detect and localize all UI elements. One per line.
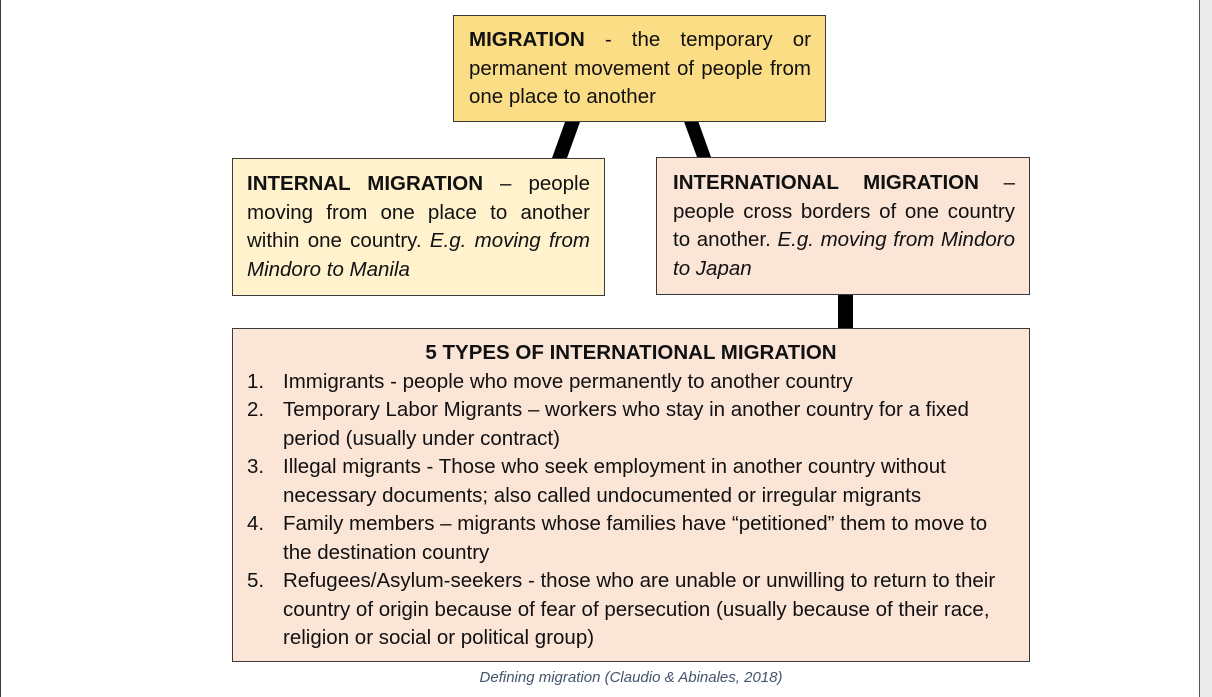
internal-migration-example: E.g. moving from Mindoro to Manila: [247, 229, 590, 281]
list-item-text: Temporary Labor Migrants – workers who s…: [283, 398, 969, 450]
migration-types-title: 5 TYPES OF INTERNATIONAL MIGRATION: [425, 341, 837, 364]
list-item-text: Family members – migrants whose families…: [283, 512, 988, 564]
list-item-number: 2.: [247, 398, 265, 421]
internal-migration-term: INTERNAL MIGRATION: [247, 172, 484, 195]
list-item-number: 4.: [247, 512, 265, 535]
migration-definition: - the temporary or permanent movement of…: [469, 28, 811, 108]
figure-caption: Defining migration (Claudio & Abinales, …: [479, 669, 783, 686]
international-migration-definition: – people cross borders of one country to…: [673, 171, 1015, 251]
migration-definition-box: MIGRATION - the temporary or permanent m…: [453, 15, 826, 122]
list-item: 1. Immigrants - people who move permanen…: [247, 368, 1015, 397]
connector-international-to-types: [838, 295, 853, 328]
internal-migration-definition: – people moving from one place to anothe…: [247, 172, 591, 252]
window-left-edge: [0, 0, 1, 697]
internal-migration-box: INTERNAL MIGRATION – people moving from …: [232, 158, 605, 296]
window-scrollbar[interactable]: [1199, 0, 1212, 697]
migration-term: MIGRATION: [469, 28, 585, 51]
list-item-number: 5.: [247, 569, 265, 592]
international-migration-term: INTERNATIONAL MIGRATION: [673, 171, 979, 194]
list-item-text: Immigrants - people who move permanently…: [283, 369, 853, 393]
connector-main-to-internal: [552, 122, 580, 158]
list-item: 2. Temporary Labor Migrants – workers wh…: [247, 396, 1015, 453]
list-item-number: 1.: [247, 369, 265, 393]
international-migration-example: E.g. moving from Mindoro to Japan: [673, 228, 1015, 280]
list-item: 3. Illegal migrants - Those who seek emp…: [247, 453, 1015, 510]
list-item: 4. Family members – migrants whose famil…: [247, 510, 1015, 567]
list-item: 5. Refugees/Asylum-seekers - those who a…: [247, 567, 1015, 653]
list-item-number: 3.: [247, 455, 265, 478]
migration-types-list: 1. Immigrants - people who move permanen…: [247, 368, 1015, 653]
list-item-text: Refugees/Asylum-seekers - those who are …: [283, 569, 996, 649]
list-item-text: Illegal migrants - Those who seek employ…: [283, 455, 946, 507]
international-migration-box: INTERNATIONAL MIGRATION – people cross b…: [656, 157, 1030, 295]
migration-types-box: 5 TYPES OF INTERNATIONAL MIGRATION 1. Im…: [232, 328, 1030, 662]
